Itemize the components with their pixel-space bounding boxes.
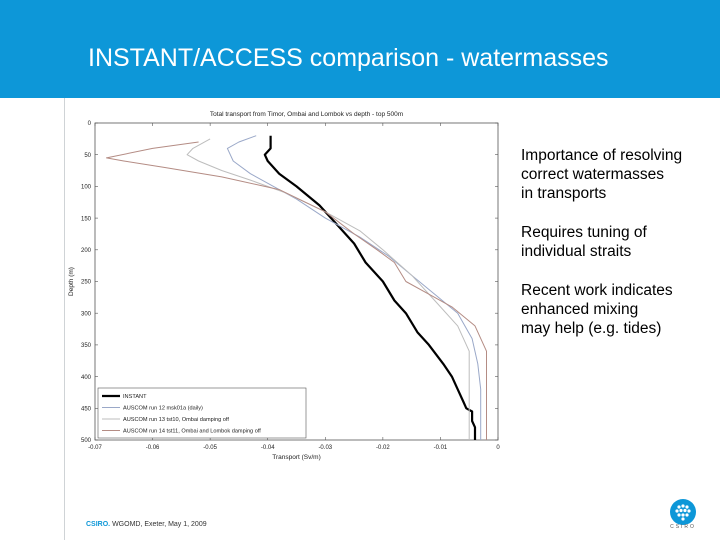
chart-title: Total transport from Timor, Ombai and Lo… [210,111,403,118]
transport-depth-chart: Total transport from Timor, Ombai and Lo… [68,111,500,461]
legend-label-2: AUSCOM run 13 tst10, Ombai damping off [123,417,229,423]
legend-label-3: AUSCOM run 14 tst11, Ombai and Lombok da… [123,429,261,435]
y-tick-label: 0 [88,121,92,127]
slide-header: INSTANT/ACCESS comparison - watermasses [0,0,720,98]
slide-title: INSTANT/ACCESS comparison - watermasses [88,44,609,72]
bullet-enhanced-mixing: Recent work indicates enhanced mixing ma… [521,282,673,337]
series-line-2 [186,138,470,440]
vertical-divider [64,98,65,540]
csiro-logo-icon [670,499,696,525]
x-tick-label: -0.03 [318,445,332,451]
x-tick-label: 0 [496,445,500,451]
y-axis-label: Depth (m) [68,267,75,296]
x-tick-label: -0.06 [146,445,160,451]
x-tick-label: -0.04 [261,445,275,451]
y-tick-label: 200 [81,248,92,254]
legend-label-1: AUSCOM run 12 msk01a (daily) [123,406,203,412]
y-tick-label: 250 [81,280,92,286]
plot-frame [94,122,499,441]
x-tick-label: -0.02 [376,445,390,451]
y-tick-label: 350 [81,343,92,349]
footer-text: WGOMD, Exeter, May 1, 2009 [112,521,207,528]
bullet-resolving-watermasses: Importance of resolving correct watermas… [521,147,683,202]
bullet-tuning-straits: Requires tuning of individual straits [521,224,647,260]
x-tick-label: -0.05 [203,445,217,451]
footer-brand: CSIRO. [86,521,111,528]
slide-footer: CSIRO. WGOMD, Exeter, May 1, 2009 [86,521,207,528]
logo-wordmark: CSIRO [670,524,696,530]
series-line-1 [226,135,482,440]
y-tick-label: 400 [81,375,92,381]
y-tick-label: 100 [81,185,92,191]
legend-box [97,387,307,439]
x-tick-label: -0.07 [88,445,102,451]
series-line-0 [263,135,477,440]
y-tick-label: 150 [81,216,92,222]
y-tick-label: 300 [81,311,92,317]
legend-label-0: INSTANT [123,394,147,400]
bullet-list: Importance of resolving correct watermas… [521,146,716,358]
y-tick-label: 50 [84,153,91,159]
x-axis-label: Transport (Sv/m) [272,454,321,461]
x-tick-label: -0.01 [434,445,448,451]
y-tick-label: 450 [81,407,92,413]
series-line-3 [106,141,487,440]
y-tick-label: 500 [81,438,92,444]
